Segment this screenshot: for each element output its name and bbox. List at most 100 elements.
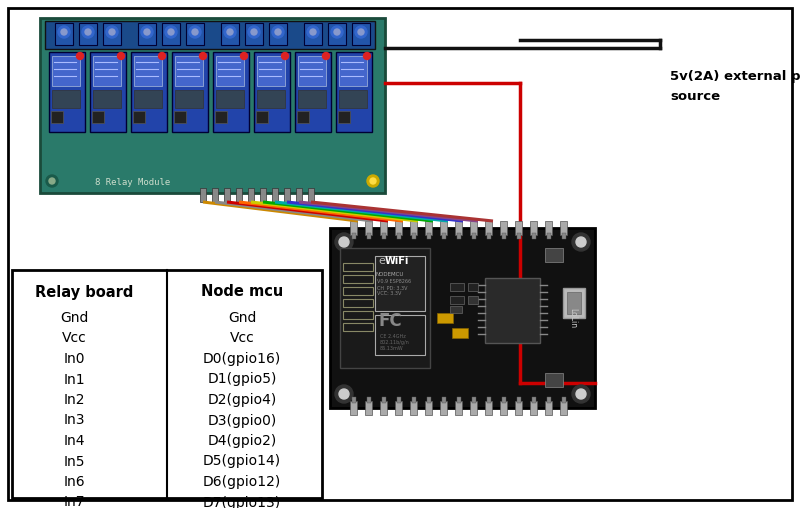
Bar [236,188,242,202]
Text: In3: In3 [63,414,85,428]
Bar [485,401,492,415]
Circle shape [272,26,284,38]
Bar [365,401,372,415]
Bar [90,52,126,132]
Circle shape [251,29,257,35]
Bar [216,56,244,86]
Text: 5v(2A) external power: 5v(2A) external power [670,70,800,83]
Bar [295,52,331,132]
Text: 8 Relay Module: 8 Relay Module [95,178,170,187]
Bar [175,56,203,86]
Bar [437,313,453,323]
Circle shape [282,52,289,59]
Bar [367,397,371,403]
Bar [352,233,356,239]
Circle shape [339,389,349,399]
Bar [343,275,373,283]
Bar [468,296,478,304]
Bar [375,256,425,311]
Circle shape [576,389,586,399]
Text: In2: In2 [63,393,85,407]
Text: In5: In5 [63,455,85,468]
Text: e: e [378,256,385,266]
Bar [350,401,357,415]
Bar [174,111,186,123]
Bar [500,401,507,415]
Circle shape [199,52,206,59]
Bar [200,188,206,202]
Circle shape [576,237,586,247]
Bar [340,248,430,368]
Bar [545,373,563,387]
Bar [380,401,387,415]
Bar [339,90,367,108]
Bar [457,233,461,239]
Bar [470,221,477,235]
Bar [365,221,372,235]
Text: Gnd: Gnd [228,311,256,325]
Bar [52,56,80,86]
Bar [502,233,506,239]
Circle shape [106,26,118,38]
Bar [339,56,367,86]
Bar [382,233,386,239]
Bar [221,23,239,45]
Bar [440,221,447,235]
Bar [133,111,145,123]
Bar [485,278,540,343]
Text: Vcc: Vcc [230,332,254,345]
Circle shape [248,26,260,38]
Bar [284,188,290,202]
Bar [517,233,521,239]
Text: source: source [670,90,720,103]
Bar [308,188,314,202]
Bar [547,397,551,403]
Bar [560,401,567,415]
Bar [49,52,85,132]
Text: In1: In1 [63,372,85,387]
Bar [296,188,302,202]
Text: V0.9 ESP8266: V0.9 ESP8266 [377,279,411,284]
Bar [216,90,244,108]
Bar [455,221,462,235]
Bar [500,221,507,235]
Bar [517,397,521,403]
Circle shape [58,26,70,38]
Bar [382,397,386,403]
Bar [395,401,402,415]
Bar [175,90,203,108]
Bar [245,23,263,45]
Circle shape [192,29,198,35]
Circle shape [275,29,281,35]
Text: In6: In6 [63,475,85,489]
Bar [567,292,581,314]
Bar [487,233,491,239]
Text: D3(gpio0): D3(gpio0) [207,414,277,428]
Circle shape [339,237,349,247]
Circle shape [322,52,330,59]
Bar [138,23,156,45]
Bar [215,111,227,123]
Bar [532,397,536,403]
Circle shape [109,29,115,35]
Text: 802.11b/g/n: 802.11b/g/n [380,340,410,345]
Text: CE 2.4GHz: CE 2.4GHz [380,334,406,339]
Circle shape [355,26,367,38]
Bar [343,263,373,271]
Text: D2(gpio4): D2(gpio4) [207,393,277,407]
Bar [425,221,432,235]
Bar [515,401,522,415]
Bar [51,111,63,123]
Text: D5(gpio14): D5(gpio14) [203,455,281,468]
Bar [450,306,462,313]
Circle shape [77,52,83,59]
Text: Vcc: Vcc [62,332,86,345]
Bar [472,397,476,403]
Text: In0: In0 [63,352,85,366]
Circle shape [85,29,91,35]
Circle shape [241,52,247,59]
Bar [343,287,373,295]
Bar [412,233,416,239]
Bar [380,221,387,235]
Bar [562,397,566,403]
